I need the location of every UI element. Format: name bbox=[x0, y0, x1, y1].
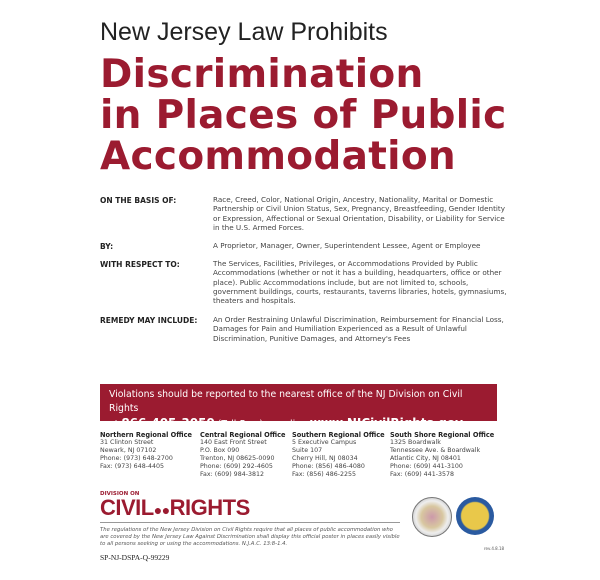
section-label: BY: bbox=[100, 242, 114, 251]
office-northern: Northern Regional Office 31 Clinton Stree… bbox=[100, 431, 192, 470]
revision-label: rev.4.8.18 bbox=[484, 546, 505, 551]
law-public-safety-seal-icon bbox=[456, 497, 494, 535]
section-label: ON THE BASIS OF: bbox=[100, 196, 177, 205]
title-line-2: in Places of Public bbox=[100, 93, 507, 138]
banner-line-1: Violations should be reported to the nea… bbox=[109, 389, 463, 414]
poster-code: SP-NJ-DSPA-Q-99229 bbox=[100, 553, 170, 562]
office-south-shore: South Shore Regional Office 1325 Boardwal… bbox=[390, 431, 495, 478]
banner-at: at bbox=[109, 419, 119, 430]
people-icon: ●● bbox=[153, 502, 170, 518]
report-banner: Violations should be reported to the nea… bbox=[100, 384, 497, 430]
phone-number: 866-405-3050 bbox=[121, 416, 215, 430]
title-line-3: Accommodation bbox=[100, 134, 456, 179]
subtitle: New Jersey Law Prohibits bbox=[100, 18, 388, 46]
section-text: Race, Creed, Color, National Origin, Anc… bbox=[213, 195, 505, 232]
section-label: WITH RESPECT TO: bbox=[100, 260, 180, 269]
office-central: Central Regional Office 140 East Front St… bbox=[200, 431, 286, 478]
toll-free-text: (Toll-Free) or online bbox=[217, 419, 307, 430]
section-label: REMEDY MAY INCLUDE: bbox=[100, 316, 198, 325]
section-text: The Services, Facilities, Privileges, or… bbox=[213, 259, 507, 306]
divider bbox=[100, 522, 400, 523]
section-text: An Order Restraining Unlawful Discrimina… bbox=[213, 315, 504, 343]
nj-state-seal-icon bbox=[412, 497, 452, 537]
website-link[interactable]: www.NJCivilRights.gov bbox=[309, 416, 463, 430]
civil-rights-logo: DIVISION ON CIVIL●●RIGHTS bbox=[100, 491, 250, 520]
office-southern: Southern Regional Office 5 Executive Camp… bbox=[292, 431, 385, 478]
section-text: A Proprietor, Manager, Owner, Superinten… bbox=[213, 241, 481, 250]
title-line-1: Discrimination bbox=[100, 52, 424, 97]
regulation-text: The regulations of the New Jersey Divisi… bbox=[100, 527, 400, 547]
